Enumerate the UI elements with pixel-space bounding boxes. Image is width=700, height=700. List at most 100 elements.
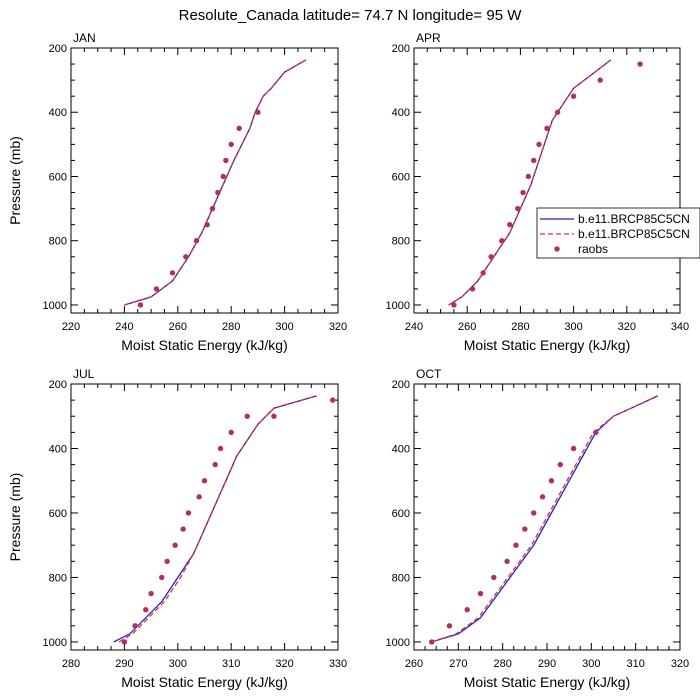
series-line-dashed [431, 395, 659, 643]
raobs-point [137, 302, 144, 308]
x-tick-label: 330 [329, 658, 347, 670]
raobs-point [172, 542, 178, 548]
raobs-point [597, 77, 603, 83]
panel-oct: OCT 260 270 280 290 300 310 320 200 400 600 800 1000… [386, 367, 690, 690]
raobs-point [429, 639, 435, 645]
raobs-point [531, 510, 537, 516]
raobs-point [204, 221, 210, 228]
x-tick-label: 300 [564, 321, 582, 333]
legend-entry: b.e11.BRCP85C5CN [578, 227, 690, 241]
x-tick-label: 340 [671, 321, 689, 333]
raobs-point [504, 558, 510, 565]
raobs-point [637, 61, 643, 67]
x-axis-title: Moist Static Energy (kJ/kg) [464, 337, 631, 353]
y-tick-label: 1000 [386, 300, 410, 312]
x-axis-title: Moist Static Energy (kJ/kg) [464, 674, 631, 690]
x-tick-label: 240 [405, 321, 423, 333]
series-line-solid [124, 59, 307, 306]
raobs-point [570, 445, 577, 452]
panel-apr: APR 240 260 280 300 320 340 200 400 600 800 1000 Moi… [386, 31, 690, 353]
x-tick-label: 300 [169, 658, 187, 670]
x-tick-label: 260 [405, 658, 423, 670]
y-tick-label: 200 [392, 43, 410, 55]
y-tick-label: 600 [49, 171, 67, 183]
raobs-point [531, 157, 537, 164]
raobs-point [180, 526, 186, 532]
y-tick-label: 400 [49, 443, 67, 455]
raobs-point [271, 413, 277, 419]
raobs-point [554, 109, 561, 115]
x-tick-label: 310 [626, 658, 644, 670]
y-tick-label: 400 [49, 107, 67, 119]
x-tick-label: 260 [169, 321, 187, 333]
legend-marker-raobs [554, 246, 560, 252]
raobs-point [507, 221, 513, 228]
raobs-point [148, 590, 154, 597]
y-tick-label: 200 [49, 379, 67, 391]
raobs-point [570, 93, 577, 99]
x-tick-label: 320 [671, 658, 689, 670]
y-tick-label: 200 [49, 43, 67, 55]
series-line-solid [431, 395, 659, 643]
x-tick-label: 300 [275, 321, 293, 333]
y-tick-label: 200 [392, 379, 410, 391]
y-tick-label: 600 [392, 171, 410, 183]
raobs-point [164, 558, 170, 565]
raobs-point [196, 494, 202, 500]
y-tick-label: 400 [392, 443, 410, 455]
raobs-point [209, 205, 216, 212]
raobs-point [513, 542, 519, 548]
raobs-point [159, 574, 165, 581]
raobs-point [477, 590, 484, 597]
raobs-point [525, 173, 532, 180]
raobs-point [464, 606, 470, 613]
raobs-point [548, 478, 555, 484]
y-tick-label: 800 [49, 236, 67, 248]
x-tick-label: 310 [222, 658, 240, 670]
x-tick-label: 300 [582, 658, 600, 670]
x-tick-label: 320 [618, 321, 636, 333]
raobs-point [212, 461, 218, 468]
raobs-point [446, 623, 453, 629]
legend-entry: b.e11.BRCP85C5CN [578, 212, 690, 226]
y-tick-label: 600 [49, 508, 67, 520]
x-tick-label: 290 [538, 658, 556, 670]
x-tick-label: 260 [458, 321, 476, 333]
legend-entry: raobs [578, 242, 608, 256]
y-tick-label: 800 [49, 572, 67, 584]
plot-frame [70, 47, 339, 314]
y-tick-label: 1000 [43, 637, 67, 649]
raobs-point [132, 623, 138, 629]
raobs-point [536, 141, 542, 148]
raobs-point [539, 494, 546, 500]
series-line-dashed [118, 395, 317, 643]
panel-jan: JAN 220 240 260 280 300 320 200 400 600 800 1000 Moi… [7, 31, 347, 353]
panel-label: JUL [73, 367, 95, 381]
x-tick-label: 280 [511, 321, 529, 333]
raobs-point [121, 639, 128, 645]
plot-frame [70, 383, 339, 651]
raobs-point [255, 109, 261, 115]
raobs-point [480, 270, 486, 276]
raobs-point [488, 254, 494, 260]
x-axis-title: Moist Static Energy (kJ/kg) [121, 337, 288, 353]
raobs-point [515, 205, 521, 212]
raobs-point [153, 286, 160, 292]
series-line-dashed [124, 59, 307, 306]
raobs-point [215, 189, 221, 196]
plot-frame [413, 47, 681, 314]
y-tick-label: 800 [392, 572, 410, 584]
raobs-point [169, 270, 176, 276]
x-tick-label: 280 [62, 658, 80, 670]
raobs-point [491, 574, 497, 581]
series-line-solid [448, 59, 612, 306]
y-axis-title: Pressure (mb) [7, 473, 23, 562]
raobs-point [185, 510, 192, 516]
raobs-point [183, 254, 189, 260]
y-tick-label: 800 [392, 236, 410, 248]
raobs-point [228, 429, 234, 436]
y-tick-label: 1000 [386, 637, 410, 649]
series-line-dashed [448, 59, 612, 306]
